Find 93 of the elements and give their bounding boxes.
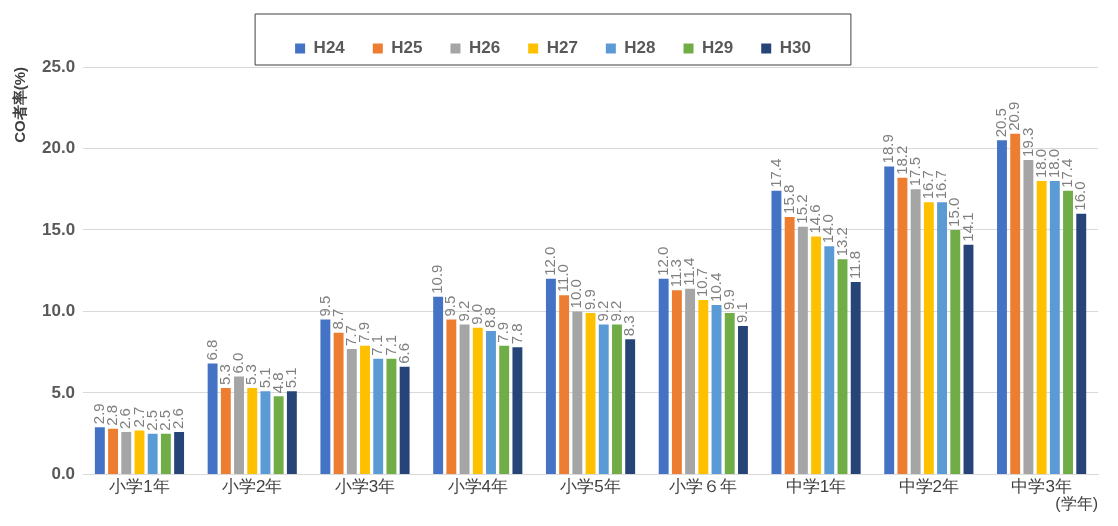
data-label: 9.1 <box>733 302 751 324</box>
bar <box>108 428 119 474</box>
bar <box>399 366 410 474</box>
bar <box>711 304 722 474</box>
bar <box>499 345 510 474</box>
bar <box>486 331 496 474</box>
x-tick-label: 小学4年 <box>447 477 509 497</box>
bar <box>459 324 470 474</box>
bar <box>658 278 669 474</box>
bar <box>910 189 921 474</box>
bar <box>1076 213 1087 474</box>
bar <box>797 226 808 474</box>
bar <box>1049 181 1060 474</box>
y-tick-label: 5.0 <box>51 382 76 402</box>
x-axis-title: (学年) <box>1055 494 1098 512</box>
bar <box>386 358 397 474</box>
bar <box>771 190 782 474</box>
bar <box>963 244 974 474</box>
legend-label: H29 <box>702 38 734 58</box>
data-label: 9.5 <box>315 295 333 317</box>
bar <box>612 324 622 474</box>
bar <box>950 229 961 474</box>
bar <box>346 348 357 474</box>
bar <box>121 432 132 474</box>
bar <box>273 396 284 474</box>
bar <box>373 358 384 474</box>
bar <box>698 300 709 474</box>
bar <box>585 313 596 474</box>
x-tick-label: 中学3年 <box>1011 477 1072 497</box>
bar <box>234 376 244 474</box>
x-tick-label: 小学5年 <box>560 477 621 497</box>
bar <box>433 296 444 474</box>
legend-label: H24 <box>313 38 346 58</box>
bar <box>1063 190 1073 474</box>
bar <box>160 433 171 474</box>
legend-label: H30 <box>779 38 811 58</box>
bar <box>1036 181 1047 474</box>
bar <box>811 236 822 474</box>
bar <box>134 430 145 474</box>
x-tick-label: 小学1年 <box>109 477 170 497</box>
bar <box>837 259 848 474</box>
bar <box>94 427 105 474</box>
bar <box>472 327 483 474</box>
x-tick-label: 小学2年 <box>222 477 283 497</box>
bar <box>147 433 158 474</box>
legend-label: H27 <box>546 38 578 58</box>
bar <box>850 282 861 474</box>
data-label: 6.8 <box>202 339 220 361</box>
bar <box>446 319 457 474</box>
bar <box>685 288 696 474</box>
bar <box>671 290 682 474</box>
bar <box>333 332 344 474</box>
data-label: 16.7 <box>932 170 950 200</box>
bar <box>625 339 636 474</box>
x-tick-label: 小学3年 <box>334 477 396 497</box>
y-tick-label: 20.0 <box>41 138 76 158</box>
bar <box>937 202 948 474</box>
bar <box>824 246 835 474</box>
bar <box>598 324 609 474</box>
bar <box>572 311 583 474</box>
bar <box>512 347 523 474</box>
y-tick-label: 25.0 <box>41 56 76 76</box>
x-tick-label: 中学2年 <box>898 477 960 497</box>
y-tick-label: 0.0 <box>51 464 76 484</box>
bar <box>1010 133 1021 474</box>
bar <box>559 295 570 474</box>
bar <box>923 202 934 474</box>
y-axis-title: CO者率(%) <box>11 67 29 143</box>
bar <box>174 432 185 474</box>
y-tick-label: 10.0 <box>41 301 76 321</box>
x-tick-label: 小学６年 <box>669 477 738 497</box>
bar <box>286 391 297 474</box>
data-label: 5.1 <box>282 367 300 389</box>
bar <box>737 326 748 474</box>
bar <box>724 313 735 474</box>
bar <box>207 363 218 474</box>
y-tick-label: 15.0 <box>41 219 76 239</box>
bar <box>897 177 908 474</box>
x-tick-label: 中学1年 <box>785 477 847 497</box>
bar <box>220 388 231 474</box>
bar <box>884 166 895 474</box>
bar <box>997 140 1007 474</box>
data-label: 10.9 <box>428 264 446 294</box>
bar <box>247 388 258 474</box>
legend-label: H26 <box>468 38 501 58</box>
legend-label: H25 <box>391 38 423 58</box>
bar <box>260 391 271 474</box>
bar <box>360 345 370 474</box>
bar <box>784 216 795 474</box>
legend-label: H28 <box>624 38 656 58</box>
bar <box>320 319 331 474</box>
bar <box>545 278 556 474</box>
bar <box>1023 159 1034 474</box>
